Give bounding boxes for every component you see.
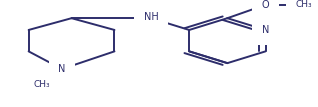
Text: CH₃: CH₃ [33, 80, 50, 89]
Text: O: O [262, 0, 269, 10]
Text: N: N [262, 25, 269, 35]
Text: CH₃: CH₃ [295, 0, 312, 9]
Text: N: N [58, 64, 66, 74]
Text: NH: NH [144, 12, 158, 22]
